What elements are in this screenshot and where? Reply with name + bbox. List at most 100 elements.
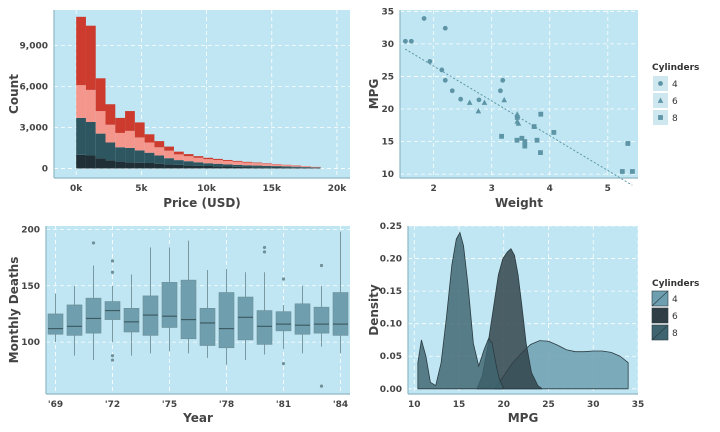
histogram-bar: [222, 159, 233, 161]
boxplot-outlier: [262, 245, 267, 250]
histogram-bar: [164, 150, 174, 159]
boxplot-outlier: [110, 358, 115, 362]
histogram-bar: [183, 156, 194, 162]
scatter-point-cyl8: [522, 143, 528, 149]
histogram-bar: [291, 165, 302, 167]
histogram-y-tick-label: 9,000: [20, 42, 48, 52]
histogram-bar: [271, 164, 282, 167]
histogram-bar: [105, 124, 116, 143]
histogram-bar: [125, 162, 135, 169]
scatter-point-cyl4: [458, 96, 464, 102]
histogram-bar: [164, 164, 174, 169]
density-legend-key-slash: [651, 290, 669, 307]
histogram-bar: [144, 162, 155, 169]
histogram-bar: [301, 167, 311, 168]
histogram-bar: [252, 163, 262, 166]
boxplot-outlier: [110, 259, 115, 263]
histogram-y-tick-label: 6,000: [20, 82, 48, 92]
scatter-point-cyl4: [500, 77, 506, 83]
scatter-legend-key-marker: [657, 97, 664, 103]
histogram-bar: [232, 166, 243, 169]
boxplot-box: [161, 282, 178, 328]
histogram-bar: [134, 122, 145, 138]
scatter-point-cyl8: [534, 137, 540, 143]
histogram-bar: [222, 164, 233, 167]
histogram-bar: [203, 165, 214, 169]
histogram-bar: [173, 164, 184, 169]
histogram-bar: [281, 164, 292, 167]
boxplot-box: [218, 292, 235, 349]
histogram-x-tick-label: 15k: [263, 184, 283, 194]
boxplot-outlier: [110, 270, 115, 274]
histogram-bar: [213, 166, 223, 169]
histogram-bar: [193, 165, 204, 169]
boxplot-outlier: [319, 384, 324, 388]
scatter-point-cyl8: [625, 141, 631, 146]
density-y-tick-label: 0.05: [380, 352, 402, 362]
histogram-bar: [85, 155, 96, 169]
scatter-y-axis-title: MPG: [367, 79, 381, 110]
histogram-bar: [252, 167, 262, 169]
histogram-bar: [271, 166, 282, 168]
boxplot-box: [199, 308, 216, 346]
scatter-point-cyl6: [481, 99, 488, 105]
boxplot-outlier: [319, 263, 324, 268]
scatter-y-tick-label: 35: [381, 7, 394, 17]
density-y-tick-label: 0.25: [380, 222, 402, 232]
histogram-bar: [261, 167, 272, 169]
histogram-bar: [281, 166, 292, 168]
histogram-bar: [291, 166, 302, 168]
density-y-tick-label: 0.20: [380, 255, 402, 265]
histogram-bar: [154, 147, 165, 156]
scatter-point-cyl6: [515, 120, 522, 126]
histogram-bar: [105, 142, 116, 161]
boxplot-box: [313, 306, 330, 334]
boxplot-y-tick-label: 200: [21, 225, 40, 235]
density-x-tick-label: 10: [408, 400, 421, 410]
histogram-bar: [173, 151, 184, 155]
scatter-point-cyl4: [439, 67, 445, 73]
histogram-bar: [222, 166, 233, 169]
histogram-bar: [242, 161, 253, 163]
boxplot-x-tick-label: '75: [162, 400, 177, 410]
boxplot-outlier: [281, 361, 286, 366]
scatter-y-tick-label: 25: [381, 72, 394, 82]
histogram-x-tick-label: 5k: [135, 184, 148, 194]
histogram-bar: [261, 163, 272, 166]
boxplot-box: [237, 296, 254, 341]
histogram-x-tick-label: 10k: [197, 184, 217, 194]
scatter-point-cyl8: [514, 137, 520, 143]
density-y-tick-label: 0.00: [380, 385, 402, 395]
scatter-legend-key-marker: [658, 81, 663, 86]
histogram-bar: [76, 154, 86, 169]
scatter-point-cyl8: [551, 130, 557, 135]
histogram-bar: [242, 167, 253, 169]
density-legend-label: 8: [672, 329, 678, 339]
boxplot-box: [256, 310, 273, 345]
boxplot-x-tick-label: '81: [276, 400, 291, 410]
scatter-point-cyl4: [402, 38, 408, 44]
histogram-bar: [105, 104, 116, 125]
histogram-bar: [183, 165, 194, 169]
histogram-bar: [125, 130, 135, 148]
histogram-bar: [222, 160, 233, 165]
histogram-bar: [301, 167, 311, 169]
density-y-tick-label: 0.15: [380, 287, 402, 297]
scatter-y-tick-label: 20: [381, 105, 394, 115]
histogram-bar: [193, 157, 204, 163]
density-area-cyl8: [417, 231, 505, 390]
scatter-legend-key-marker: [658, 115, 663, 120]
scatter-point-cyl6: [501, 96, 507, 103]
density-legend-key-slash: [651, 307, 669, 324]
histogram-bar: [173, 160, 184, 165]
boxplot-box: [275, 311, 292, 332]
histogram-bar: [213, 163, 223, 167]
histogram-bar: [310, 167, 321, 169]
scatter-legend-title: Cylinders: [652, 63, 699, 73]
density-x-axis-title: MPG: [508, 411, 539, 425]
scatter-point-cyl4: [427, 59, 433, 64]
scatter-legend-label: 8: [672, 114, 678, 124]
scatter-y-tick-label: 15: [381, 138, 394, 148]
histogram-bar: [310, 166, 321, 168]
